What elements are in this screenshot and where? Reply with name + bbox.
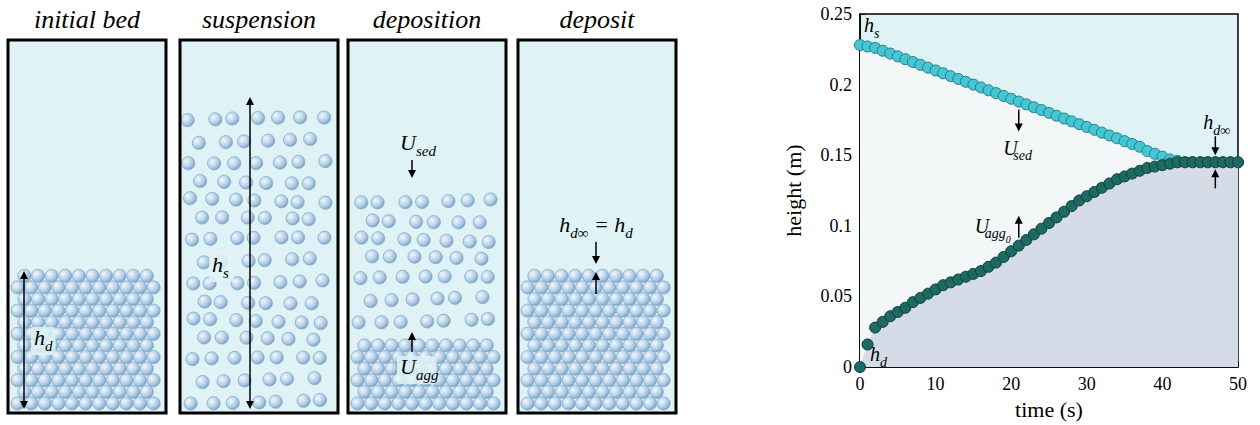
- svg-text:0.25: 0.25: [821, 4, 853, 24]
- svg-text:deposit: deposit: [559, 5, 635, 34]
- svg-text:50: 50: [1229, 374, 1247, 394]
- svg-text:40: 40: [1153, 374, 1171, 394]
- svg-text:s: s: [874, 26, 880, 41]
- svg-text:hd: hd: [34, 325, 53, 354]
- svg-text:d∞: d∞: [1213, 123, 1230, 138]
- svg-text:Used: Used: [400, 130, 436, 159]
- svg-text:0.1: 0.1: [830, 216, 853, 236]
- svg-text:0: 0: [1006, 234, 1011, 245]
- svg-text:U: U: [974, 214, 990, 237]
- svg-text:h: h: [1203, 111, 1213, 133]
- svg-text:height (m): height (m): [781, 144, 806, 236]
- svg-text:0.2: 0.2: [830, 75, 853, 95]
- svg-text:d: d: [880, 355, 888, 370]
- svg-text:hs: hs: [212, 252, 229, 281]
- svg-text:h: h: [864, 14, 874, 36]
- svg-text:time (s): time (s): [1015, 397, 1083, 422]
- svg-text:initial bed: initial bed: [34, 5, 141, 34]
- svg-text:agg: agg: [985, 226, 1006, 241]
- svg-text:h: h: [870, 343, 880, 365]
- svg-text:suspension: suspension: [202, 5, 316, 34]
- svg-text:sed: sed: [1013, 148, 1033, 163]
- svg-text:30: 30: [1078, 374, 1096, 394]
- svg-text:0: 0: [856, 374, 865, 394]
- svg-text:0.15: 0.15: [821, 145, 853, 165]
- svg-text:0.05: 0.05: [821, 286, 853, 306]
- svg-text:U: U: [1003, 136, 1018, 159]
- svg-text:10: 10: [927, 374, 945, 394]
- svg-text:deposition: deposition: [373, 5, 481, 34]
- svg-text:Uagg: Uagg: [400, 354, 439, 383]
- svg-text:hd∞ = hd: hd∞ = hd: [559, 212, 633, 241]
- svg-text:20: 20: [1002, 374, 1020, 394]
- svg-text:0: 0: [843, 357, 852, 377]
